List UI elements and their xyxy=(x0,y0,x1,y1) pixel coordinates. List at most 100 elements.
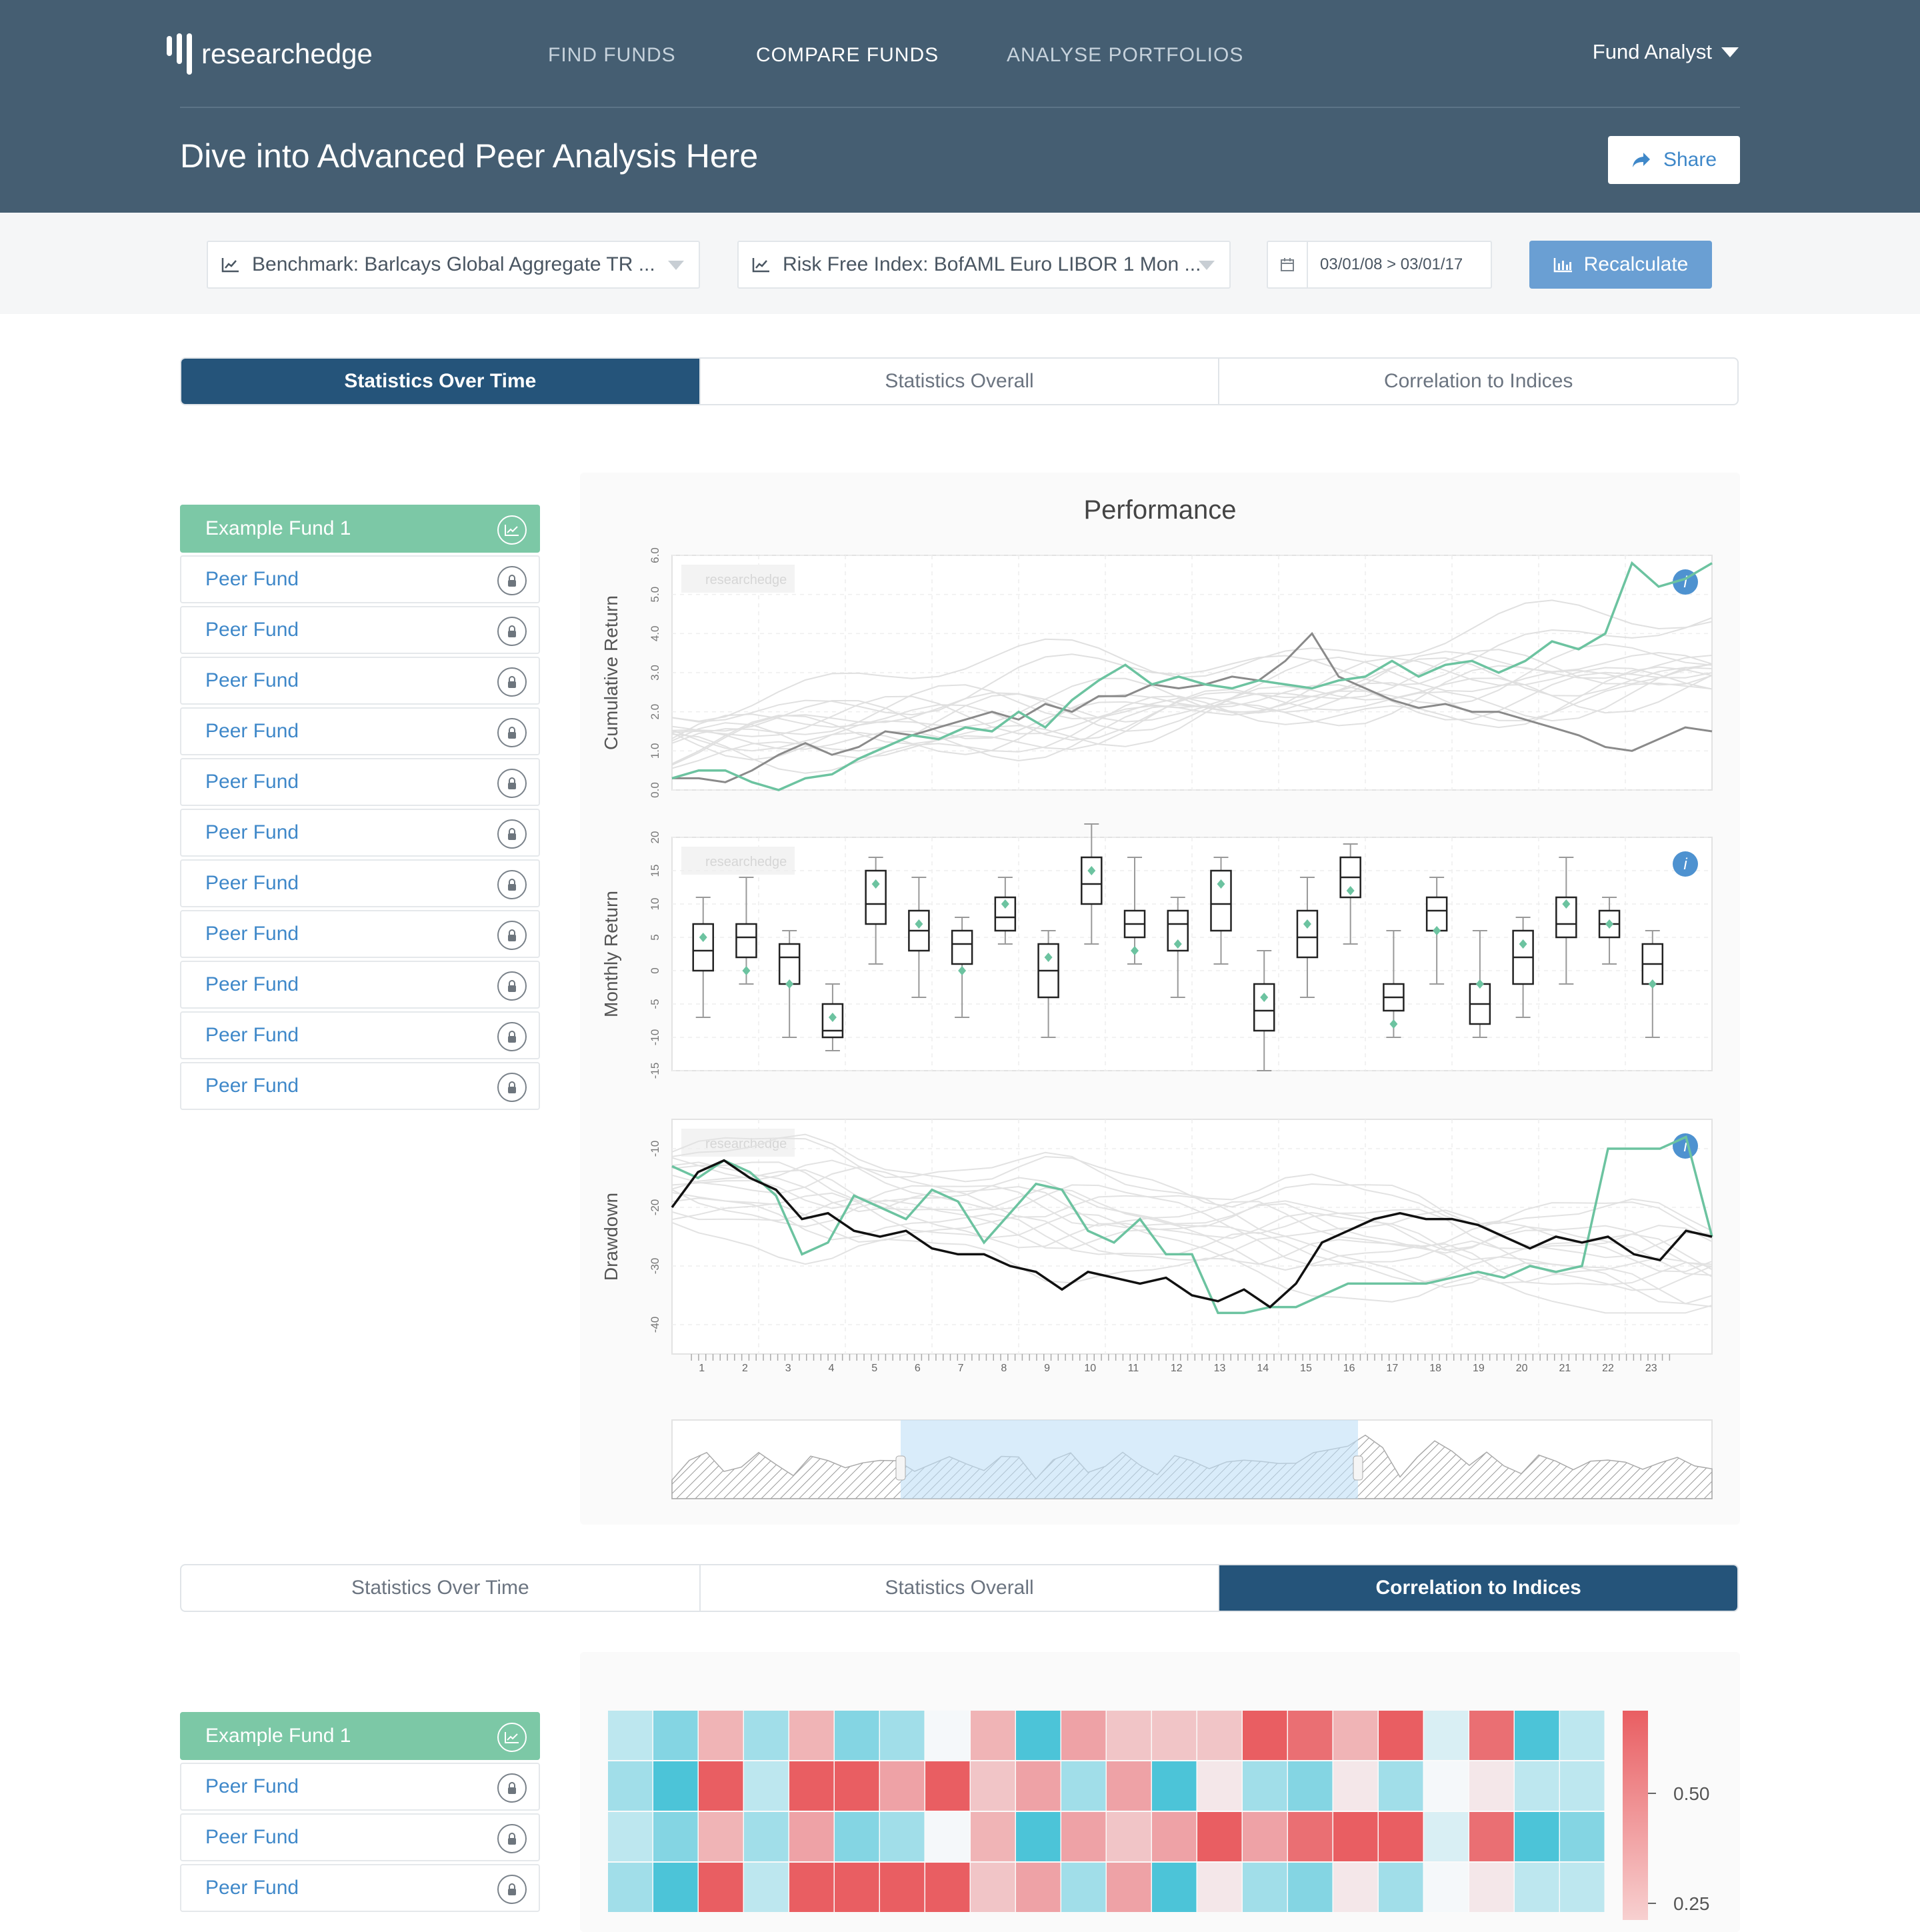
fund-item[interactable]: Peer Fund xyxy=(180,657,540,705)
heatmap-cell xyxy=(608,1863,653,1912)
fund-item-selected[interactable]: Example Fund 1 xyxy=(180,1712,540,1760)
nav-analyse-portfolios[interactable]: ANALYSE PORTFOLIOS xyxy=(1007,44,1244,66)
fund-item[interactable]: Peer Fund xyxy=(180,707,540,755)
page-title: Dive into Advanced Peer Analysis Here xyxy=(180,137,759,175)
fund-item[interactable]: Peer Fund xyxy=(180,1763,540,1811)
lock-icon[interactable] xyxy=(497,971,527,1001)
recalculate-button[interactable]: Recalculate xyxy=(1529,241,1712,289)
line-chart-icon[interactable] xyxy=(497,515,527,545)
series-line xyxy=(671,1135,1713,1315)
line-chart-icon[interactable] xyxy=(497,1723,527,1752)
heatmap-cell xyxy=(744,1761,789,1811)
date-range-picker[interactable]: 03/01/08 > 03/01/17 xyxy=(1267,241,1492,289)
lock-icon[interactable] xyxy=(497,1022,527,1051)
tab-correlation-to-indices[interactable]: Correlation to Indices xyxy=(1383,370,1573,392)
watermark-text: researchedge xyxy=(705,855,787,869)
y-tick-label: 20 xyxy=(649,831,661,844)
fund-item[interactable]: Peer Fund xyxy=(180,606,540,654)
heatmap-cell xyxy=(1107,1863,1151,1912)
x-tick-label: 15 xyxy=(1300,1363,1312,1374)
heatmap-cell xyxy=(1379,1761,1423,1811)
tab-statistics-overall[interactable]: Statistics Overall xyxy=(701,1565,1220,1611)
heatmap-cell xyxy=(1469,1761,1514,1811)
tab-statistics-over-time[interactable]: Statistics Over Time xyxy=(181,359,701,404)
heatmap-cell xyxy=(971,1711,1015,1760)
x-tick-label: 2 xyxy=(742,1363,748,1374)
fund-item[interactable]: Peer Fund xyxy=(180,809,540,857)
fund-item[interactable]: Peer Fund xyxy=(180,1062,540,1110)
box-plot xyxy=(951,917,973,1018)
box xyxy=(1425,896,1448,932)
heatmap-cell xyxy=(1288,1761,1333,1811)
lock-icon[interactable] xyxy=(497,1824,527,1853)
user-menu[interactable]: Fund Analyst xyxy=(1593,40,1739,64)
app-header: researchedge FIND FUNDS COMPARE FUNDS AN… xyxy=(0,0,1920,213)
lock-icon[interactable] xyxy=(497,667,527,697)
lock-icon[interactable] xyxy=(497,718,527,747)
fund-item[interactable]: Peer Fund xyxy=(180,859,540,907)
tab-correlation-to-indices[interactable]: Correlation to Indices xyxy=(1219,1565,1737,1611)
heatmap-cell xyxy=(699,1812,743,1861)
benchmark-select[interactable]: Benchmark: Barlcays Global Aggregate TR … xyxy=(207,241,700,289)
heatmap-cell xyxy=(1424,1711,1469,1760)
lock-icon[interactable] xyxy=(497,617,527,646)
fund-item[interactable]: Peer Fund xyxy=(180,1011,540,1059)
peer-series-line xyxy=(671,1137,1713,1239)
heatmap-cell xyxy=(880,1812,925,1861)
peer-series-line xyxy=(671,671,1713,755)
lock-icon[interactable] xyxy=(497,921,527,950)
heatmap-cell xyxy=(1243,1863,1287,1912)
box-plot xyxy=(1512,917,1534,1018)
fund-item[interactable]: Peer Fund xyxy=(180,555,540,603)
fund-name: Peer Fund xyxy=(205,1826,299,1848)
mean-marker xyxy=(1087,866,1096,875)
lock-icon[interactable] xyxy=(497,769,527,798)
share-button[interactable]: Share xyxy=(1608,136,1740,184)
y-tick-label: -10 xyxy=(649,1029,661,1046)
heatmap-cell xyxy=(835,1761,879,1811)
info-icon-glyph: i xyxy=(1683,855,1687,873)
lock-icon[interactable] xyxy=(497,1073,527,1102)
tab-statistics-overall[interactable]: Statistics Overall xyxy=(701,359,1220,404)
mean-marker xyxy=(1260,993,1269,1002)
fund-item[interactable]: Peer Fund xyxy=(180,758,540,806)
fund-item[interactable]: Peer Fund xyxy=(180,910,540,958)
nav-find-funds[interactable]: FIND FUNDS xyxy=(548,44,676,66)
heatmap-cell xyxy=(699,1761,743,1811)
heatmap-cell xyxy=(1243,1812,1287,1861)
logo-text: researchedge xyxy=(201,38,373,69)
lock-icon[interactable] xyxy=(497,1773,527,1803)
nav-compare-funds[interactable]: COMPARE FUNDS xyxy=(756,44,939,66)
logo[interactable]: researchedge xyxy=(167,33,373,75)
box-plot xyxy=(865,857,887,965)
risk-free-select[interactable]: Risk Free Index: BofAML Euro LIBOR 1 Mon… xyxy=(737,241,1231,289)
heatmap-cell xyxy=(1016,1812,1061,1861)
heatmap-cell xyxy=(1560,1812,1605,1861)
lock-icon[interactable] xyxy=(497,870,527,899)
heatmap-cell xyxy=(1061,1863,1106,1912)
y-tick-label: 15 xyxy=(649,865,661,877)
x-tick-label: 18 xyxy=(1429,1363,1441,1374)
lock-icon[interactable] xyxy=(497,1875,527,1904)
fund-item[interactable]: Peer Fund xyxy=(180,1864,540,1912)
logo-mark-icon xyxy=(167,33,192,75)
lock-icon[interactable] xyxy=(497,819,527,849)
y-tick-label: -5 xyxy=(649,999,661,1009)
bar-chart-icon xyxy=(1553,258,1572,273)
heatmap-cell xyxy=(1288,1711,1333,1760)
y-tick-label: 5.0 xyxy=(649,587,661,603)
tab-statistics-over-time[interactable]: Statistics Over Time xyxy=(181,1565,701,1611)
fund-name: Peer Fund xyxy=(205,771,299,793)
mean-marker xyxy=(1605,919,1614,929)
heatmap-cell xyxy=(1469,1863,1514,1912)
lock-icon[interactable] xyxy=(497,566,527,595)
navigator-handle-right xyxy=(1353,1455,1363,1481)
fund-item-selected[interactable]: Example Fund 1 xyxy=(180,505,540,553)
heatmap-cell xyxy=(1243,1711,1287,1760)
fund-item[interactable]: Peer Fund xyxy=(180,961,540,1009)
colorbar-tick-label: 0.50 xyxy=(1673,1783,1710,1804)
watermark-box xyxy=(681,565,795,593)
series-line xyxy=(671,1159,1713,1309)
fund-item[interactable]: Peer Fund xyxy=(180,1813,540,1861)
peer-series-line xyxy=(671,1191,1713,1305)
